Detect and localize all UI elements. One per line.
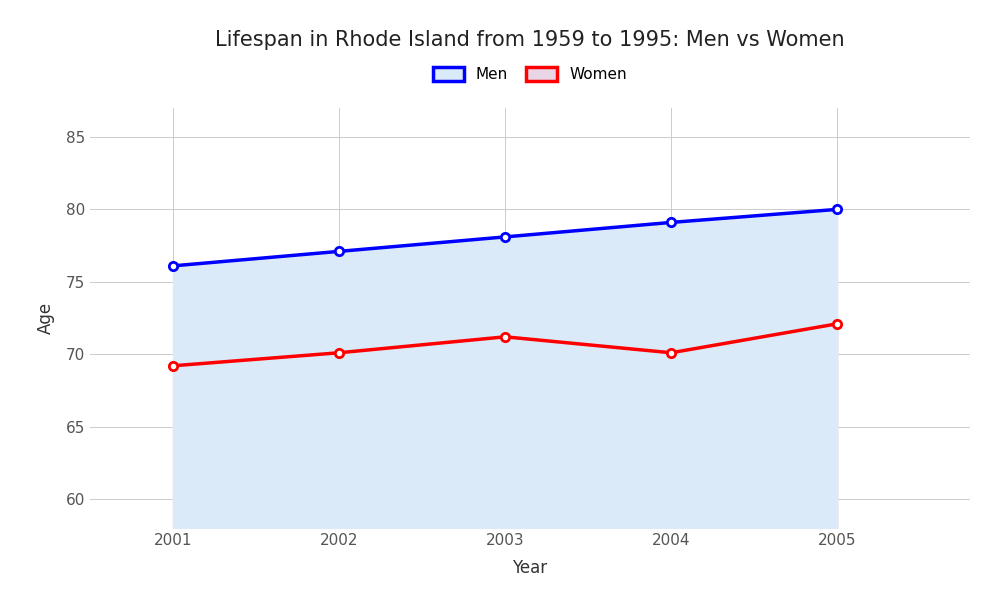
- Legend: Men, Women: Men, Women: [427, 61, 633, 88]
- Y-axis label: Age: Age: [37, 302, 55, 334]
- X-axis label: Year: Year: [512, 559, 548, 577]
- Title: Lifespan in Rhode Island from 1959 to 1995: Men vs Women: Lifespan in Rhode Island from 1959 to 19…: [215, 29, 845, 49]
